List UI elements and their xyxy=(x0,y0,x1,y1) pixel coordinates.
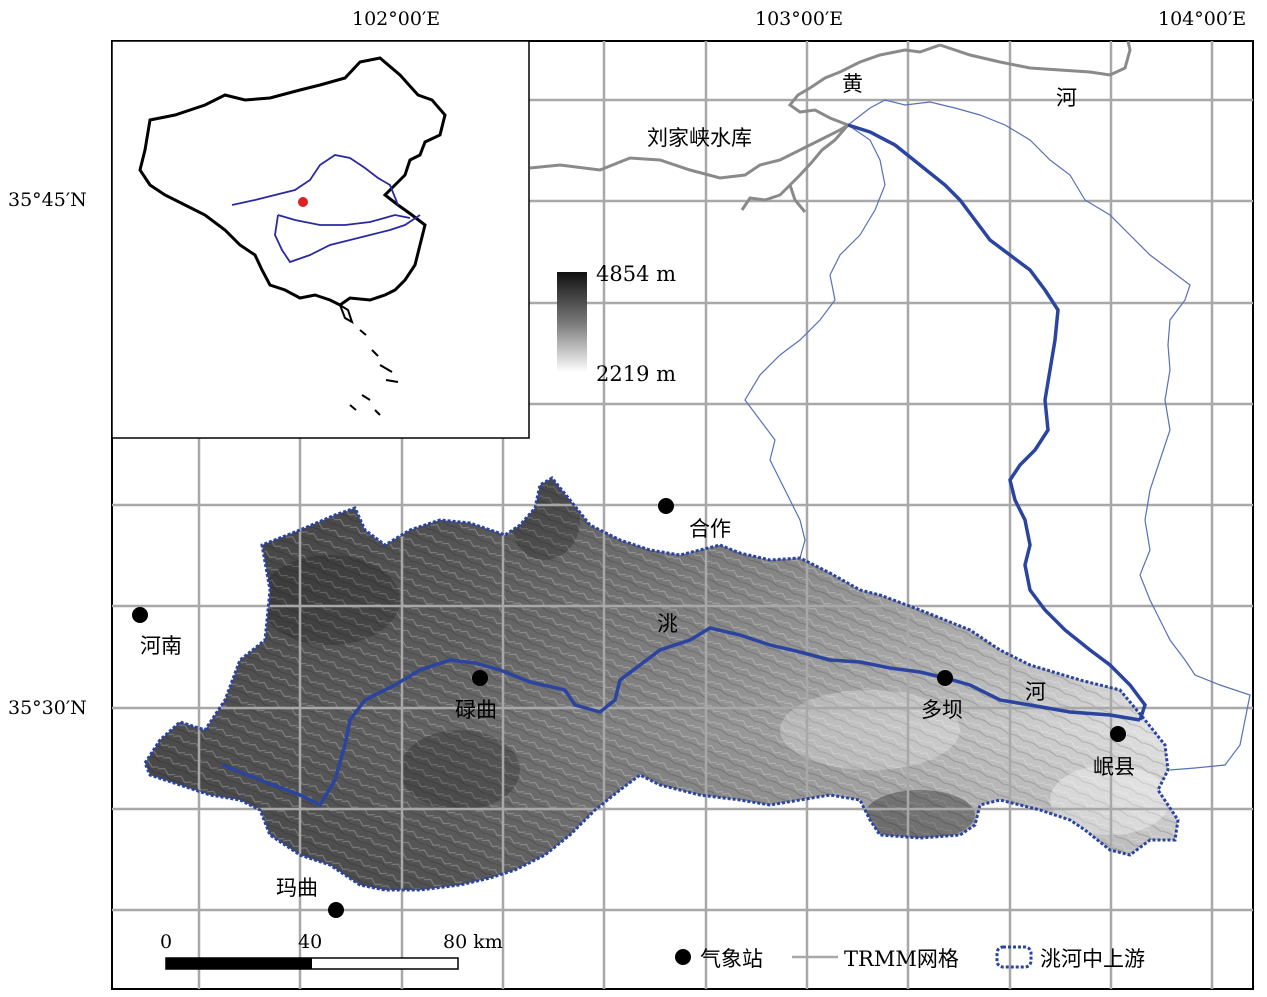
lon-label-104: 104°00′E xyxy=(1158,8,1247,30)
label-minxian: 岷县 xyxy=(1093,755,1135,779)
scale-label-0: 0 xyxy=(160,931,173,953)
station-markers xyxy=(132,498,1126,918)
station-dot-maqu xyxy=(328,902,344,918)
label-reservoir: 刘家峡水库 xyxy=(647,126,752,150)
label-hezuo: 合作 xyxy=(689,517,731,541)
label-maqu: 玛曲 xyxy=(276,876,318,900)
lon-label-102: 102°00′E xyxy=(352,8,441,30)
tao-river-lower xyxy=(847,123,1147,721)
scale-bar xyxy=(165,957,459,970)
label-luqu: 碌曲 xyxy=(455,698,497,722)
lat-label-3545: 35°45′N xyxy=(8,189,87,211)
basin-boundary xyxy=(143,476,1180,892)
yellow-river xyxy=(529,41,1132,213)
station-dot-minxian xyxy=(1110,726,1126,742)
label-henan: 河南 xyxy=(140,634,182,658)
label-huang-he-2: 河 xyxy=(1056,86,1077,110)
lon-label-103: 103°00′E xyxy=(755,8,844,30)
station-dot-hezuo xyxy=(658,498,674,514)
station-dot-henan xyxy=(132,607,148,623)
legend-station-label: 气象站 xyxy=(700,947,763,971)
elevation-max-label: 4854 m xyxy=(596,262,677,286)
station-dot-duoba xyxy=(937,670,953,686)
scale-label-80: 80 km xyxy=(443,931,503,953)
scale-label-40: 40 xyxy=(298,931,323,953)
elevation-min-label: 2219 m xyxy=(596,362,677,386)
label-tao-he-1: 洮 xyxy=(657,612,678,636)
lat-label-3530: 35°30′N xyxy=(8,697,87,719)
inset-china-map xyxy=(138,56,447,416)
elevation-color-bar xyxy=(557,272,587,372)
station-dot-luqu xyxy=(472,670,488,686)
legend-basin-label: 洮河中上游 xyxy=(1040,947,1145,971)
legend-station-symbol xyxy=(675,949,691,965)
legend-basin-symbol xyxy=(995,945,1033,969)
watershed-boundary xyxy=(744,99,1251,771)
label-huang-he-1: 黄 xyxy=(842,72,863,96)
label-duoba: 多坝 xyxy=(921,698,963,722)
legend-grid-label: TRMM网格 xyxy=(844,947,959,971)
label-tao-he-2: 河 xyxy=(1025,680,1046,704)
inset-frame xyxy=(111,40,530,439)
